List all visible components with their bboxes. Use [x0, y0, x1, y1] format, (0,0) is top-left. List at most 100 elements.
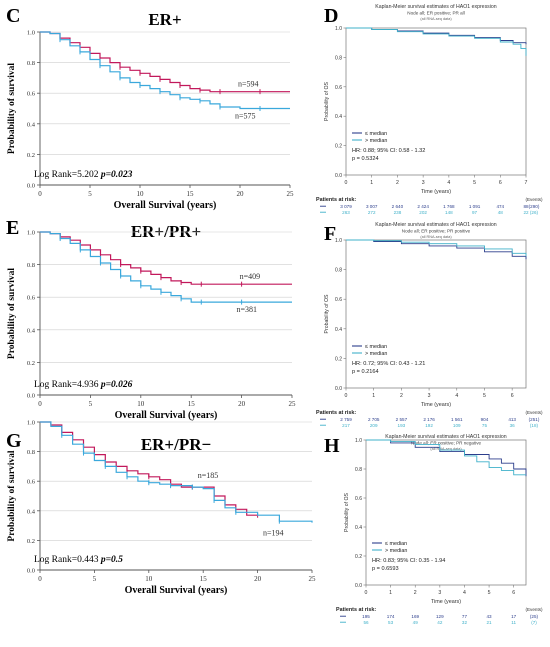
log-rank-value: Log Rank=0.443 [34, 555, 101, 565]
series-label-blue: n=575 [235, 112, 256, 121]
x-tick-label: 1 [372, 393, 375, 399]
risk-table-cell: 209 [370, 423, 378, 428]
risk-table-cell: 2 176 [423, 417, 435, 422]
legend-label: ≤ median [385, 541, 407, 547]
risk-table-cell: 192 [425, 423, 433, 428]
risk-table-cell: 1 091 [469, 204, 481, 209]
y-tick-label: 1.0 [335, 238, 342, 244]
panel-e: E ER+/PR+ 0.0 0.2 0.4 0.6 0.8 1.0 0 5 10 15 20 25 Over… [6, 217, 296, 421]
risk-table-cell: 48 [498, 210, 504, 215]
risk-table-cell: 195 [362, 614, 370, 619]
legend-label: > median [385, 548, 407, 554]
chart-note: (all RNA-seq data) [420, 17, 452, 21]
survival-curve-red [40, 421, 258, 516]
series-label-red: n=409 [240, 272, 261, 281]
legend-label: > median [365, 351, 387, 357]
risk-table-cell: 3 007 [366, 204, 378, 209]
chart-title: ER+ [148, 10, 181, 29]
x-axis-label: Time (years) [431, 599, 461, 605]
y-axis-label: Probability of survival [7, 268, 17, 359]
y-axis-label: Probability of OS [324, 82, 330, 121]
series-label-blue: n=194 [263, 529, 284, 538]
risk-table-title: Patients at risk: [336, 607, 376, 613]
y-axis-label: Probability of survival [7, 450, 17, 541]
risk-table-cell: (7) [531, 620, 537, 625]
y-tick-label: 0.6 [335, 297, 342, 303]
risk-table-cell: 148 [445, 210, 453, 215]
curve-above-median [366, 439, 526, 476]
y-tick-label: 0.2 [27, 152, 35, 159]
p-value: p = 0.5324 [352, 156, 379, 162]
legend-label: > median [365, 138, 387, 144]
hazard-ratio: HR: 0.88; 95% CI: 0.58 - 1.32 [352, 148, 425, 154]
y-tick-label: 1.0 [27, 230, 35, 237]
risk-table-cell: 42 [437, 620, 443, 625]
y-tick-label: 0.8 [27, 262, 35, 269]
risk-table-cell: 77 [462, 614, 468, 619]
panel-letter: H [324, 435, 340, 457]
x-tick-label: 10 [137, 190, 145, 198]
hazard-ratio: HR: 0.83; 95% CI: 0.35 - 1.94 [372, 558, 445, 564]
y-tick-label: 0.4 [27, 121, 36, 128]
chart-subtitle: Node all; ER positive; PR positive [402, 229, 471, 234]
y-tick-label: 0.6 [355, 496, 362, 502]
x-tick-label: 3 [438, 590, 441, 596]
risk-table-cell: 43 [487, 614, 493, 619]
risk-table-cell: 17 [511, 614, 517, 619]
survival-curve-blue [40, 421, 313, 523]
risk-table-cell: 2 557 [396, 417, 408, 422]
p-value: p = 0.2164 [352, 369, 379, 375]
plot-frame [345, 239, 527, 389]
x-tick-label: 0 [38, 575, 42, 583]
y-tick-label: 0.4 [355, 525, 362, 531]
x-tick-label: 15 [187, 190, 195, 198]
x-tick-label: 4 [447, 180, 450, 186]
x-tick-label: 10 [137, 400, 145, 408]
y-tick-label: 0.6 [27, 295, 36, 302]
log-rank-value: Log Rank=4.936 [34, 380, 101, 390]
chart-title: ER+/PR− [141, 435, 211, 454]
x-tick-label: 5 [473, 180, 476, 186]
risk-table-cell: 272 [368, 210, 376, 215]
panel-h: H Kaplan-Meier survival estimates of HAO1… [324, 434, 543, 625]
risk-table-cell: 1 561 [451, 417, 463, 422]
risk-table-cell: 217 [342, 423, 350, 428]
plot-frame [365, 439, 527, 586]
risk-table-cell: 263 [342, 210, 350, 215]
risk-table-cell: 1 768 [443, 204, 455, 209]
chart-subtitle: Node all; ER positive; PR all [407, 11, 464, 16]
y-tick-label: 0.2 [27, 538, 35, 545]
chart-title: ER+/PR+ [131, 222, 201, 241]
x-tick-label: 6 [512, 590, 515, 596]
x-tick-label: 5 [93, 575, 97, 583]
risk-table-cell: 11 [511, 620, 516, 625]
log-rank-stat: Log Rank=4.936 p=0.026 [34, 380, 133, 390]
y-tick-label: 0.2 [335, 356, 342, 362]
y-tick-label: 1.0 [355, 438, 362, 444]
curve-above-median [346, 27, 527, 56]
risk-table-cell: 22 [523, 210, 529, 215]
y-axis-label: Probability of OS [344, 493, 350, 532]
plot-frame [345, 27, 527, 176]
risk-table-cell: 53 [388, 620, 394, 625]
x-tick-label: 25 [289, 400, 297, 408]
x-tick-label: 6 [511, 393, 514, 399]
events-title: (Events) [525, 197, 543, 202]
x-tick-label: 0 [345, 180, 348, 186]
panel-d: D Kaplan-Meier survival estimates of HAO1… [316, 4, 543, 215]
x-tick-label: 5 [488, 590, 491, 596]
x-tick-label: 15 [188, 400, 196, 408]
risk-table-cell: 2 705 [368, 417, 380, 422]
x-tick-label: 0 [38, 190, 42, 198]
x-tick-label: 20 [254, 575, 262, 583]
risk-table-cell: 904 [481, 417, 489, 422]
x-tick-label: 2 [396, 180, 399, 186]
risk-table-cell: 202 [419, 210, 427, 215]
p-value: p=0.026 [100, 380, 133, 390]
risk-table-cell: 169 [411, 614, 419, 619]
y-tick-label: 0.2 [27, 360, 35, 367]
panel-letter: E [6, 217, 19, 239]
x-tick-label: 1 [389, 590, 392, 596]
risk-table-cell: 129 [436, 614, 444, 619]
